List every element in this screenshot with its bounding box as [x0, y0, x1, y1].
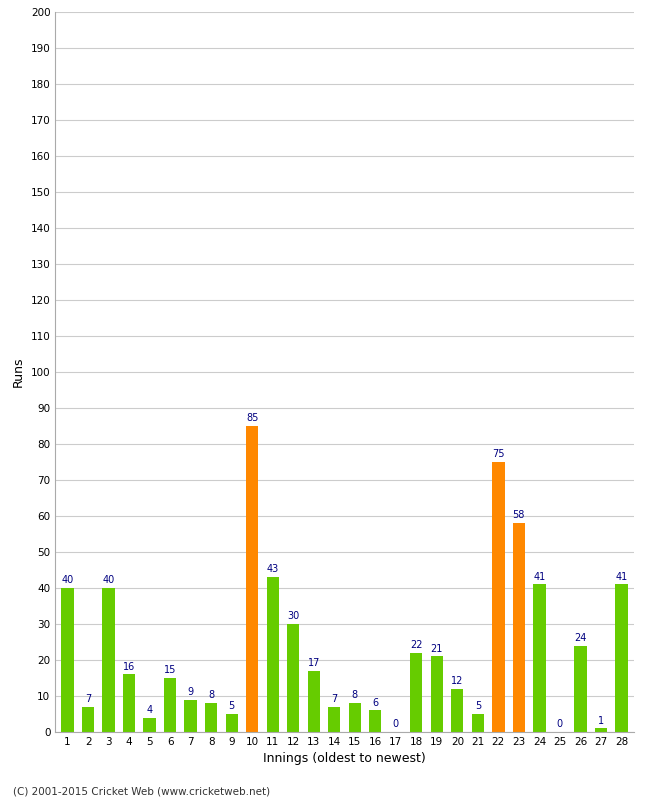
- Bar: [616, 584, 628, 732]
- Text: 24: 24: [574, 633, 586, 642]
- Bar: [451, 689, 463, 732]
- Bar: [164, 678, 176, 732]
- Bar: [492, 462, 504, 732]
- Bar: [328, 707, 341, 732]
- Bar: [410, 653, 422, 732]
- Bar: [185, 699, 197, 732]
- Bar: [595, 728, 607, 732]
- Bar: [103, 588, 115, 732]
- Bar: [307, 670, 320, 732]
- Bar: [513, 523, 525, 732]
- Text: 43: 43: [266, 564, 279, 574]
- Text: 58: 58: [513, 510, 525, 520]
- Text: 40: 40: [62, 575, 73, 585]
- Text: 5: 5: [474, 701, 481, 711]
- Text: 41: 41: [616, 571, 627, 582]
- Text: 0: 0: [557, 719, 563, 729]
- Text: 12: 12: [451, 676, 463, 686]
- Text: (C) 2001-2015 Cricket Web (www.cricketweb.net): (C) 2001-2015 Cricket Web (www.cricketwe…: [13, 786, 270, 796]
- Text: 1: 1: [598, 715, 604, 726]
- Bar: [348, 703, 361, 732]
- Bar: [533, 584, 545, 732]
- Bar: [226, 714, 238, 732]
- Text: 41: 41: [533, 571, 545, 582]
- Text: 22: 22: [410, 640, 422, 650]
- Bar: [431, 656, 443, 732]
- Text: 75: 75: [492, 449, 504, 459]
- Bar: [574, 646, 586, 732]
- Bar: [82, 707, 94, 732]
- Bar: [472, 714, 484, 732]
- Bar: [123, 674, 135, 732]
- Text: 5: 5: [229, 701, 235, 711]
- Text: 40: 40: [103, 575, 114, 585]
- Bar: [266, 578, 279, 732]
- Text: 30: 30: [287, 611, 300, 621]
- Text: 16: 16: [123, 662, 135, 671]
- Text: 15: 15: [164, 665, 176, 675]
- Text: 8: 8: [352, 690, 358, 700]
- Bar: [246, 426, 258, 732]
- X-axis label: Innings (oldest to newest): Innings (oldest to newest): [263, 753, 426, 766]
- Text: 7: 7: [85, 694, 91, 704]
- Text: 9: 9: [188, 686, 194, 697]
- Text: 0: 0: [393, 719, 399, 729]
- Text: 8: 8: [208, 690, 214, 700]
- Text: 7: 7: [331, 694, 337, 704]
- Bar: [287, 624, 300, 732]
- Bar: [369, 710, 382, 732]
- Bar: [144, 718, 156, 732]
- Text: 4: 4: [146, 705, 153, 714]
- Bar: [205, 703, 217, 732]
- Text: 17: 17: [307, 658, 320, 668]
- Text: 85: 85: [246, 413, 258, 423]
- Y-axis label: Runs: Runs: [12, 357, 25, 387]
- Text: 21: 21: [431, 643, 443, 654]
- Text: 6: 6: [372, 698, 378, 707]
- Bar: [61, 588, 73, 732]
